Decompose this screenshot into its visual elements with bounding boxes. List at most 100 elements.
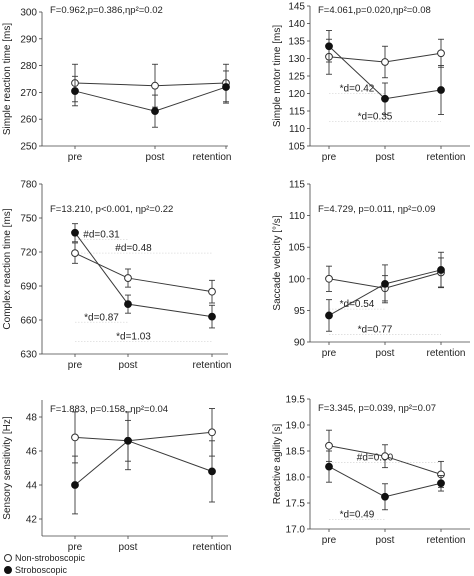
x-tick-label-retention: retention <box>427 535 466 546</box>
series-stroboscopic <box>71 411 216 515</box>
y-axis-label: Reactive agility [s] <box>272 423 283 504</box>
x-tick-label-pre: pre <box>68 360 83 371</box>
y-tick-label: 780 <box>20 180 37 191</box>
y-tick-label: 44 <box>26 481 38 492</box>
annotation-label: #d=0.48 <box>115 243 152 254</box>
annotation-label: #d=0.50 <box>357 452 394 463</box>
x-tick-label-post: post <box>376 152 395 163</box>
y-tick-label: 18.0 <box>286 473 306 484</box>
x-tick-label-retention: retention <box>193 152 232 163</box>
y-tick-label: 120 <box>288 89 305 100</box>
y-tick-label: 17.0 <box>286 525 306 536</box>
annotation-label: *d=0.49 <box>340 510 375 521</box>
y-tick-label: 280 <box>20 61 37 72</box>
series-line <box>74 86 227 112</box>
data-point <box>381 58 389 66</box>
annotation-label: *d=0.35 <box>358 112 393 123</box>
series-stroboscopic <box>325 450 445 511</box>
y-tick-label: 660 <box>20 316 37 327</box>
data-point <box>124 300 132 309</box>
data-point <box>124 274 132 282</box>
x-tick-label-post: post <box>376 535 395 546</box>
x-tick-label-post: post <box>119 542 138 553</box>
series-stroboscopic <box>325 30 445 115</box>
chart-sensory-sensitivity: 42 44 46 48 pre post retention Sensory sensitiv… <box>2 400 231 553</box>
y-tick-label: 300 <box>20 8 37 19</box>
data-point <box>381 279 389 288</box>
annotation-label: *d=1.03 <box>116 332 151 343</box>
legend-label-stroboscopic: Stroboscopic <box>15 565 68 575</box>
series-non-stroboscopic <box>71 63 230 108</box>
series-line <box>74 82 227 87</box>
annotation-label: #d=0.31 <box>83 230 120 241</box>
x-tick-label-pre: pre <box>322 348 337 359</box>
legend-marker-filled <box>4 566 12 574</box>
data-point <box>71 249 79 258</box>
stats-label: F=0.962,p=0.386,ηp²=0.02 <box>50 5 163 16</box>
y-tick-label: 48 <box>26 413 38 424</box>
y-tick-label: 110 <box>289 124 305 135</box>
data-point <box>71 87 79 95</box>
data-point <box>437 86 445 94</box>
x-tick-label-retention: retention <box>193 542 232 553</box>
data-point <box>381 94 389 103</box>
y-tick-label: 115 <box>289 180 305 191</box>
x-tick-label-pre: pre <box>68 542 83 553</box>
y-tick-label: 17.5 <box>286 499 306 510</box>
y-tick-label: 46 <box>26 447 38 458</box>
legend: Non-stroboscopic Stroboscopic <box>4 553 86 575</box>
y-tick-label: 270 <box>20 88 37 99</box>
series-non-stroboscopic <box>325 429 445 488</box>
series-non-stroboscopic <box>71 242 216 304</box>
y-tick-label: 720 <box>20 248 37 259</box>
annotation-label: *d=0.54 <box>340 299 375 310</box>
series-non-stroboscopic <box>71 408 216 464</box>
data-point <box>325 441 333 450</box>
x-tick-label-post: post <box>376 348 395 359</box>
y-tick-label: 250 <box>20 142 37 153</box>
y-tick-label: 630 <box>20 350 37 361</box>
x-tick-label-pre: pre <box>322 535 337 546</box>
x-tick-label-retention: retention <box>193 360 232 371</box>
data-point <box>222 83 230 91</box>
data-point <box>208 428 216 437</box>
data-point <box>208 287 216 296</box>
y-tick-label: 125 <box>288 72 305 83</box>
chart-simple-reaction-time: 250 260 270 280 290 300 pre post retention Simple… <box>2 5 231 163</box>
data-point <box>151 81 159 90</box>
stats-label: F=13.210, p<0.001, ηp²=0.22 <box>50 204 173 215</box>
x-tick-label-post: post <box>146 152 165 163</box>
stats-label: F=1.883, p=0.158, ηp²=0.04 <box>50 404 168 415</box>
y-tick-label: 135 <box>288 37 305 48</box>
y-tick-label: 290 <box>20 34 37 45</box>
y-tick-label: 105 <box>288 243 305 254</box>
y-tick-label: 95 <box>294 306 306 317</box>
data-point <box>71 433 79 442</box>
data-point <box>124 436 132 445</box>
y-tick-label: 140 <box>288 19 305 30</box>
y-tick-label: 105 <box>288 142 305 153</box>
data-point <box>71 481 79 489</box>
series-line <box>74 431 213 442</box>
y-tick-label: 145 <box>288 2 305 13</box>
series-line <box>74 440 213 486</box>
series-stroboscopic <box>325 251 445 332</box>
y-tick-label: 42 <box>26 515 38 526</box>
x-tick-label-post: post <box>119 360 138 371</box>
chart-reactive-agility: 17.0 17.5 18.0 18.5 19.0 19.5 pre post retention… <box>272 395 470 546</box>
series-stroboscopic <box>71 223 216 329</box>
data-point <box>325 42 333 51</box>
stats-label: F=3.345, p=0.039, ηp²=0.07 <box>318 403 436 414</box>
stats-label: F=4.061,p=0.020,ηp²=0.08 <box>318 5 431 16</box>
y-axis-label: Saccade velocity [°/s] <box>272 215 283 310</box>
chart-simple-motor-time: 105 110 115 120 125 130 135 140 145 pre post retent… <box>272 2 470 163</box>
x-tick-label-retention: retention <box>427 348 466 359</box>
x-tick-label-pre: pre <box>68 152 83 163</box>
data-point <box>208 467 216 476</box>
data-point <box>151 107 159 116</box>
series-line <box>74 252 213 293</box>
y-axis-label: Simple motor time [ms] <box>272 25 283 127</box>
y-tick-label: 130 <box>288 54 305 65</box>
data-point <box>437 479 445 488</box>
y-axis-label: Sensory sensitivity [Hz] <box>2 416 13 520</box>
